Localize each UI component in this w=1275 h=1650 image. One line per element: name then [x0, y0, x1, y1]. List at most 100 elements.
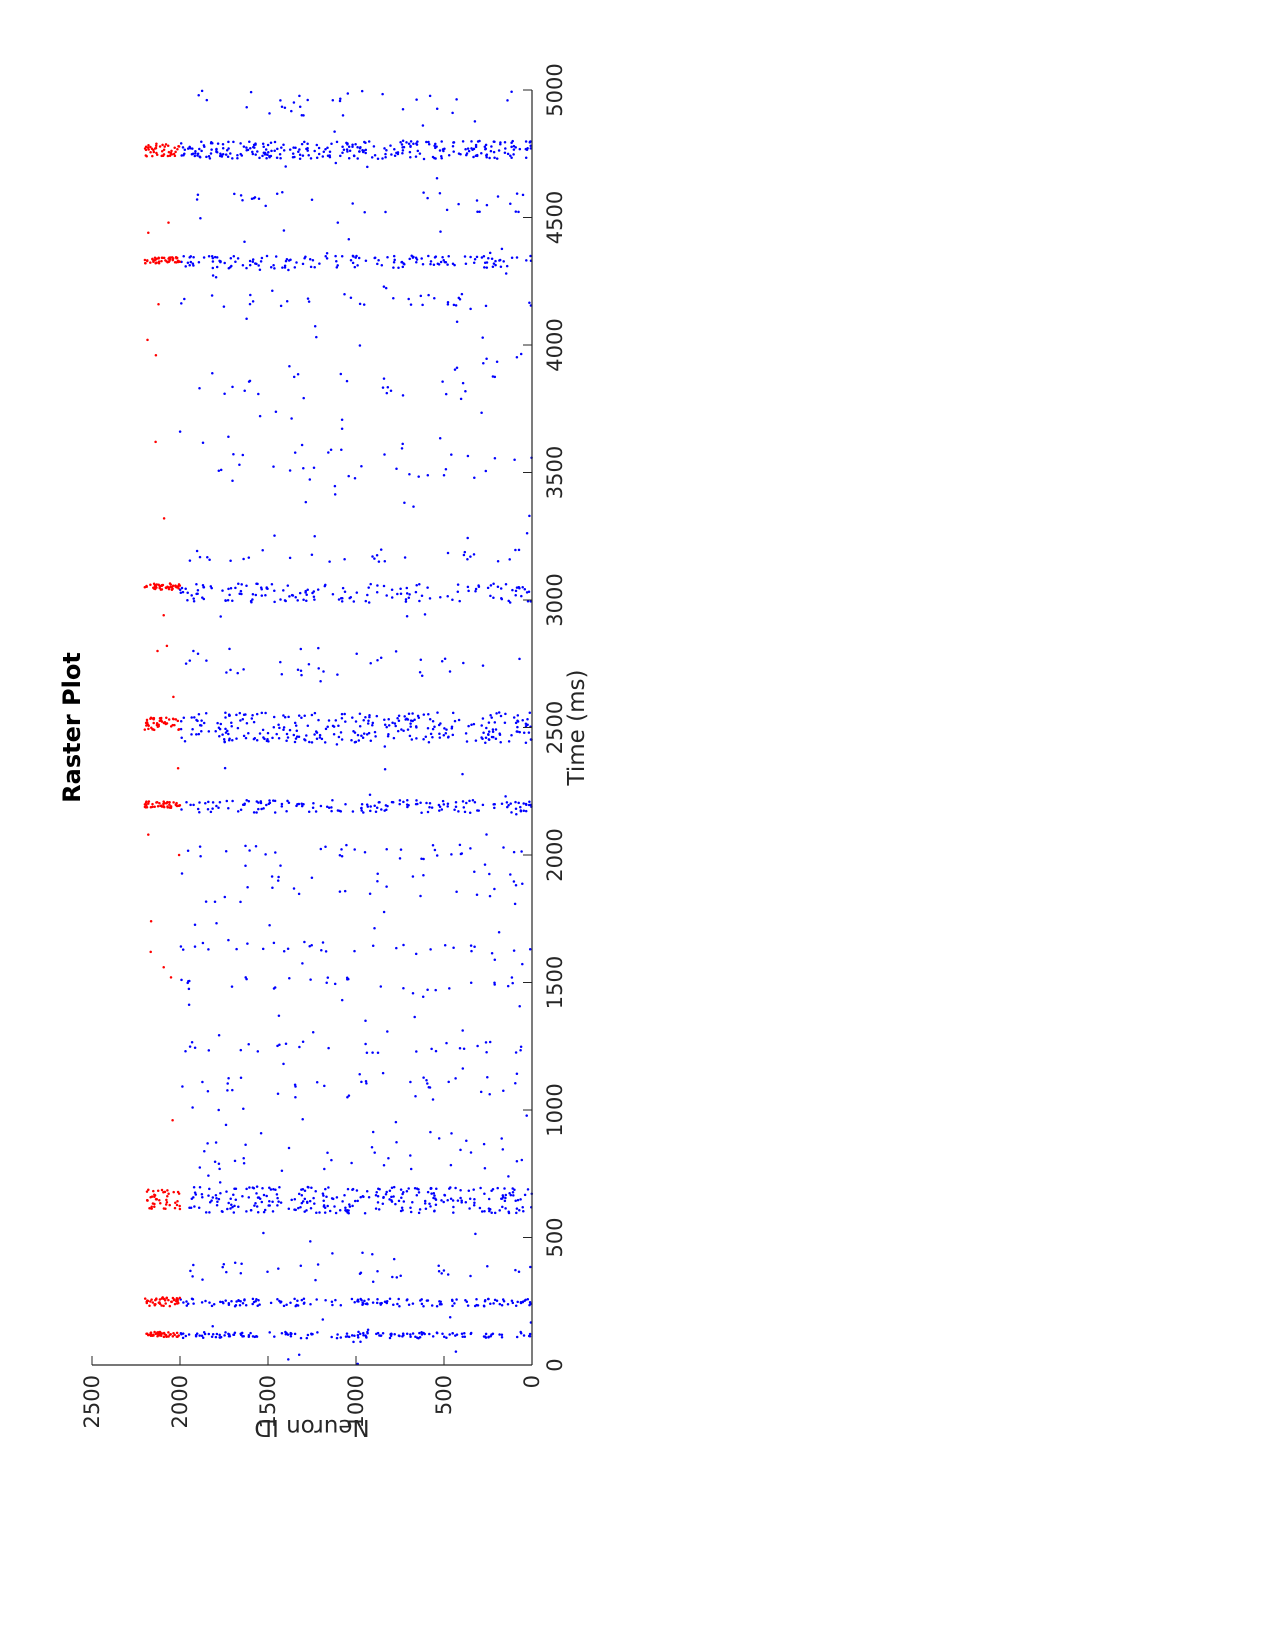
spike-point	[194, 1335, 198, 1338]
spike-point	[190, 594, 193, 597]
spike-point	[392, 736, 396, 740]
spike-point	[167, 1192, 170, 1195]
spike-point	[426, 1082, 429, 1085]
spike-point	[166, 1189, 169, 1192]
spike-point	[249, 599, 253, 603]
spike-point	[213, 255, 217, 259]
spike-point	[452, 141, 455, 144]
spike-point	[409, 144, 412, 148]
spike-point	[294, 595, 297, 599]
spike-point	[188, 1045, 192, 1048]
spike-point	[451, 598, 454, 602]
spike-point	[340, 716, 344, 720]
spike-point	[443, 260, 447, 264]
x-tick-label: 4500	[543, 191, 567, 244]
spike-point	[367, 1195, 371, 1199]
spike-point	[301, 1200, 305, 1203]
spike-point	[344, 720, 347, 723]
spike-point	[442, 1269, 446, 1272]
spike-point	[440, 1272, 443, 1275]
spike-point	[305, 593, 308, 596]
spike-point	[499, 741, 502, 744]
spike-point	[305, 599, 308, 603]
spike-point	[450, 1132, 453, 1135]
spike-point	[318, 733, 322, 737]
spike-point	[287, 268, 290, 272]
spike-point	[236, 257, 240, 260]
spike-point	[524, 741, 528, 744]
spike-point	[518, 1209, 521, 1212]
spike-point	[331, 1252, 334, 1255]
spike-point	[150, 1195, 154, 1198]
spike-point	[409, 1080, 412, 1084]
spike-point	[215, 148, 218, 152]
spike-point	[173, 154, 177, 158]
spike-point	[397, 1334, 401, 1337]
spike-point	[230, 1300, 233, 1303]
spike-point	[214, 1335, 218, 1339]
spike-point	[277, 736, 281, 740]
spike-point	[253, 262, 257, 265]
spike-point	[216, 142, 220, 145]
spike-point	[428, 1202, 431, 1206]
spike-point	[365, 1302, 369, 1305]
spike-point	[224, 599, 227, 603]
spike-point	[200, 719, 203, 722]
spike-point	[287, 801, 291, 804]
spike-point	[288, 365, 291, 368]
spike-point	[518, 657, 521, 661]
spike-point	[225, 799, 229, 803]
spike-point	[428, 1086, 432, 1089]
spike-point	[167, 260, 171, 263]
spike-point	[284, 259, 288, 263]
spike-point	[237, 1205, 240, 1209]
spike-point	[162, 1304, 165, 1308]
spike-point	[160, 259, 163, 263]
spike-point	[514, 1304, 518, 1308]
spike-point	[445, 728, 448, 731]
spike-point	[282, 143, 285, 147]
spike-point	[518, 730, 521, 734]
spike-point	[324, 254, 327, 258]
spike-point	[153, 1194, 157, 1197]
spike-point	[271, 886, 274, 889]
spike-point	[315, 1081, 319, 1084]
spike-point	[433, 1194, 436, 1197]
spike-point	[277, 1014, 281, 1017]
spike-point	[167, 1335, 170, 1338]
spike-point	[206, 807, 210, 811]
spike-point	[524, 802, 528, 806]
spike-point	[435, 1304, 439, 1308]
spike-point	[364, 1019, 367, 1022]
spike-point	[398, 857, 402, 860]
spike-point	[224, 727, 227, 731]
spike-point	[351, 254, 355, 258]
spike-point	[268, 1331, 271, 1334]
spike-point	[383, 809, 386, 812]
spike-point	[311, 806, 315, 810]
spike-point	[193, 716, 196, 719]
spike-point	[191, 727, 194, 731]
spike-point	[512, 850, 516, 854]
spike-point	[272, 941, 276, 945]
spike-point	[482, 731, 485, 734]
spike-point	[308, 478, 312, 481]
spike-point	[487, 733, 490, 736]
spike-point	[237, 1298, 240, 1302]
spike-point	[145, 1190, 149, 1193]
spike-point	[462, 661, 465, 665]
spike-point	[149, 716, 153, 719]
spike-point	[498, 258, 502, 262]
spike-point	[359, 1340, 362, 1344]
spike-point	[167, 257, 170, 260]
spike-point	[522, 731, 526, 735]
spike-point	[433, 256, 437, 259]
spike-point	[411, 712, 414, 715]
spike-point	[291, 594, 295, 597]
spike-point	[422, 191, 425, 194]
spike-point	[289, 1334, 293, 1338]
spike-point	[212, 1302, 216, 1306]
spike-point	[229, 668, 232, 672]
spike-point	[528, 1301, 532, 1304]
spike-point	[469, 1274, 472, 1278]
